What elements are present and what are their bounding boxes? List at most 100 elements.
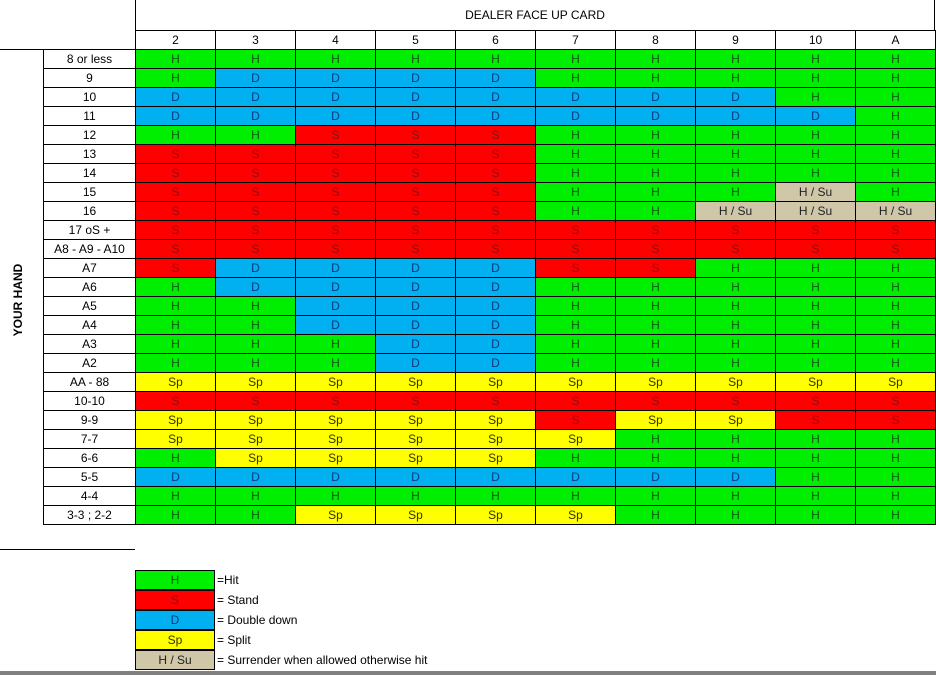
legend-text: = Split bbox=[217, 633, 251, 647]
strategy-cell: S bbox=[775, 220, 856, 240]
strategy-cell: D bbox=[375, 106, 456, 126]
strategy-cell: H bbox=[615, 163, 696, 183]
strategy-cell: H bbox=[855, 68, 936, 88]
strategy-cell: D bbox=[455, 467, 536, 487]
table-row: AA - 88 Sp Sp Sp Sp Sp Sp Sp Sp Sp Sp bbox=[43, 372, 936, 392]
strategy-cell: H bbox=[855, 486, 936, 506]
legend-item: Sp = Split bbox=[135, 629, 427, 650]
row-label: A6 bbox=[43, 277, 136, 297]
strategy-cell: S bbox=[455, 125, 536, 145]
strategy-cell: H / Su bbox=[855, 201, 936, 221]
strategy-cell: Sp bbox=[775, 372, 856, 392]
strategy-cell: H bbox=[855, 429, 936, 449]
strategy-cell: S bbox=[295, 182, 376, 202]
row-label: A7 bbox=[43, 258, 136, 278]
legend: H =Hit S = Stand D = Double down Sp = Split H / … bbox=[135, 569, 428, 670]
strategy-cell: S bbox=[775, 391, 856, 411]
column-header-3: 3 bbox=[215, 30, 296, 50]
strategy-cell: H bbox=[135, 49, 216, 69]
strategy-cell: D bbox=[535, 467, 616, 487]
strategy-cell: S bbox=[375, 220, 456, 240]
strategy-cell: D bbox=[375, 315, 456, 335]
strategy-cell: H bbox=[135, 296, 216, 316]
strategy-cell: H bbox=[695, 182, 776, 202]
column-header-row: 2 3 4 5 6 7 8 9 10 A bbox=[43, 30, 936, 50]
strategy-cell: Sp bbox=[615, 372, 696, 392]
strategy-cell: H bbox=[615, 334, 696, 354]
strategy-cell: D bbox=[695, 106, 776, 126]
strategy-cell: S bbox=[615, 391, 696, 411]
row-label: 15 bbox=[43, 182, 136, 202]
strategy-cell: H bbox=[855, 87, 936, 107]
strategy-cell: D bbox=[215, 87, 296, 107]
strategy-cell: S bbox=[295, 220, 376, 240]
strategy-cell: D bbox=[375, 68, 456, 88]
row-label: 16 bbox=[43, 201, 136, 221]
legend-swatch: H bbox=[135, 569, 215, 590]
strategy-cell: H bbox=[855, 334, 936, 354]
strategy-cell: D bbox=[535, 87, 616, 107]
strategy-cell: H bbox=[775, 353, 856, 373]
strategy-cell: H / Su bbox=[695, 201, 776, 221]
strategy-cell: H bbox=[775, 467, 856, 487]
legend-item: D = Double down bbox=[135, 609, 427, 630]
strategy-cell: H bbox=[535, 125, 616, 145]
table-row: A7 S D D D D S S H H H bbox=[43, 258, 936, 278]
row-label: 7-7 bbox=[43, 429, 136, 449]
strategy-cell: D bbox=[215, 68, 296, 88]
strategy-cell: S bbox=[375, 201, 456, 221]
chart-title: DEALER FACE UP CARD bbox=[135, 0, 935, 30]
strategy-cell: D bbox=[215, 106, 296, 126]
strategy-cell: D bbox=[455, 315, 536, 335]
strategy-cell: S bbox=[215, 163, 296, 183]
strategy-cell: S bbox=[855, 410, 936, 430]
strategy-cell: H bbox=[455, 49, 536, 69]
legend-swatch: H / Su bbox=[135, 649, 215, 670]
strategy-cell: S bbox=[215, 144, 296, 164]
strategy-cell: D bbox=[455, 258, 536, 278]
strategy-cell: S bbox=[775, 239, 856, 259]
strategy-cell: S bbox=[455, 182, 536, 202]
table-row: A2 H H H D D H H H H H bbox=[43, 353, 936, 373]
strategy-cell: H bbox=[855, 277, 936, 297]
strategy-cell: D bbox=[455, 296, 536, 316]
legend-item: H / Su = Surrender when allowed otherwise… bbox=[135, 649, 428, 670]
strategy-cell: H bbox=[695, 49, 776, 69]
strategy-cell: H bbox=[135, 353, 216, 373]
strategy-cell: Sp bbox=[295, 448, 376, 468]
strategy-cell: H bbox=[775, 448, 856, 468]
strategy-cell: H bbox=[855, 467, 936, 487]
strategy-cell: S bbox=[215, 391, 296, 411]
strategy-cell: D bbox=[615, 467, 696, 487]
strategy-cell: S bbox=[135, 163, 216, 183]
strategy-cell: H bbox=[615, 353, 696, 373]
strategy-cell: H bbox=[135, 448, 216, 468]
strategy-cell: H bbox=[135, 125, 216, 145]
legend-text: = Stand bbox=[217, 593, 259, 607]
strategy-cell: H bbox=[375, 486, 456, 506]
strategy-cell: H bbox=[215, 334, 296, 354]
strategy-cell: D bbox=[375, 277, 456, 297]
table-row: 9-9 Sp Sp Sp Sp Sp S Sp Sp S S bbox=[43, 410, 936, 430]
strategy-cell: Sp bbox=[375, 505, 456, 525]
strategy-cell: D bbox=[295, 296, 376, 316]
table-row: 10-10 S S S S S S S S S S bbox=[43, 391, 936, 411]
strategy-cell: S bbox=[295, 125, 376, 145]
strategy-cell: H bbox=[535, 448, 616, 468]
strategy-cell: H bbox=[775, 296, 856, 316]
strategy-cell: S bbox=[215, 201, 296, 221]
strategy-cell: H bbox=[215, 486, 296, 506]
strategy-cell: D bbox=[215, 277, 296, 297]
strategy-cell: H bbox=[855, 258, 936, 278]
table-row: 14 S S S S S H H H H H bbox=[43, 163, 936, 183]
your-hand-label-text: YOUR HAND bbox=[11, 263, 25, 337]
strategy-cell: H bbox=[775, 277, 856, 297]
strategy-cell: H bbox=[615, 296, 696, 316]
strategy-cell: D bbox=[455, 353, 536, 373]
row-label: 8 or less bbox=[43, 49, 136, 69]
legend-text: = Surrender when allowed otherwise hit bbox=[217, 653, 428, 667]
strategy-cell: S bbox=[135, 144, 216, 164]
table-row: 13 S S S S S H H H H H bbox=[43, 144, 936, 164]
strategy-cell: H bbox=[535, 144, 616, 164]
strategy-cell: H bbox=[695, 125, 776, 145]
